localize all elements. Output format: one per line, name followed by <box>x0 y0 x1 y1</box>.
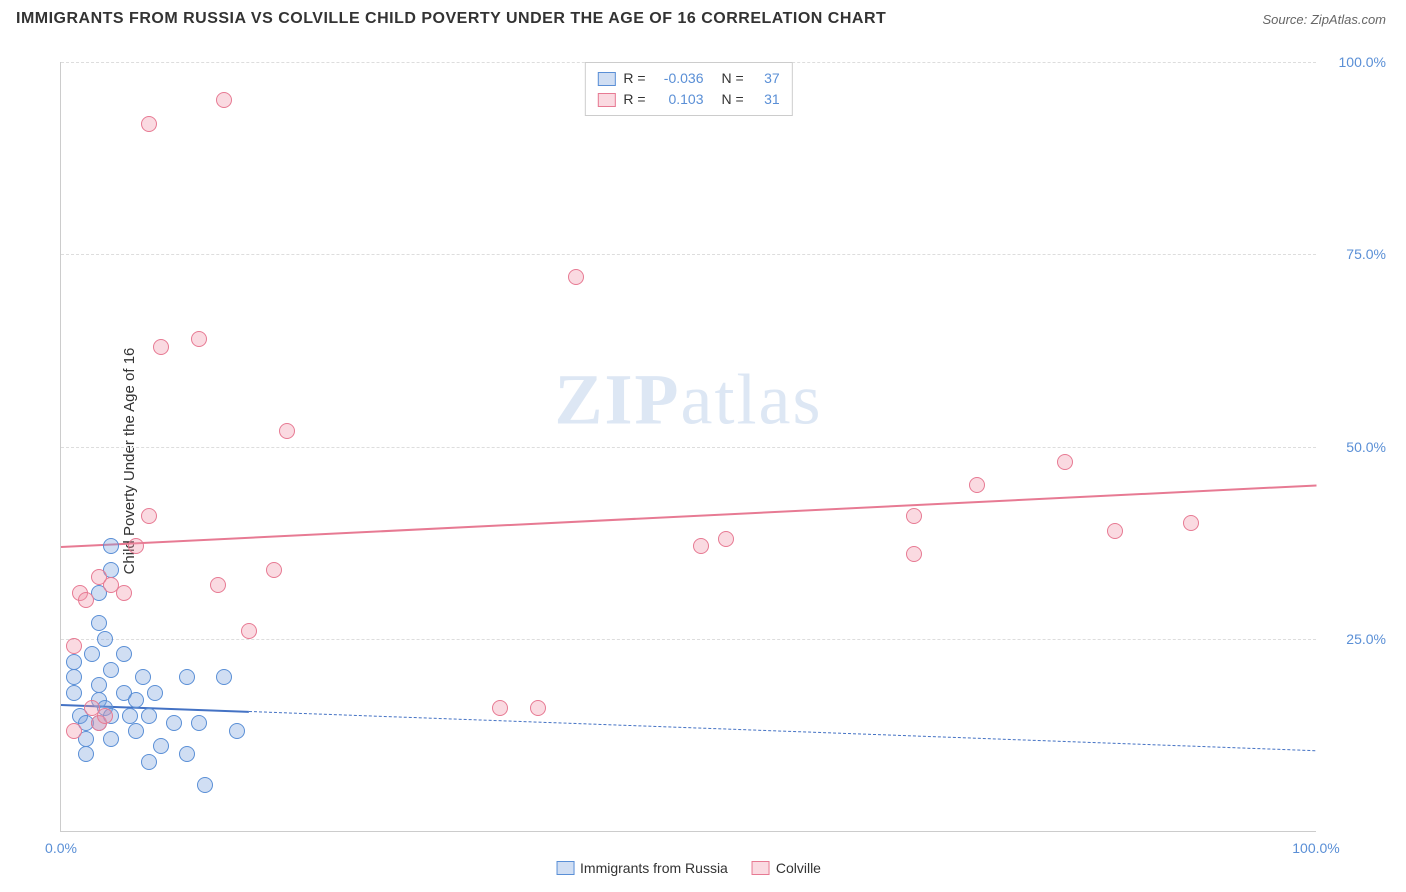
scatter-point <box>216 669 232 685</box>
legend-n-label: N = <box>722 68 744 89</box>
scatter-point <box>116 646 132 662</box>
scatter-point <box>91 677 107 693</box>
trend-line <box>249 711 1316 751</box>
scatter-point <box>1057 454 1073 470</box>
scatter-point <box>266 562 282 578</box>
scatter-point <box>906 508 922 524</box>
scatter-point <box>166 715 182 731</box>
y-tick-label: 75.0% <box>1326 246 1386 262</box>
scatter-point <box>718 531 734 547</box>
scatter-point <box>153 339 169 355</box>
scatter-point <box>191 715 207 731</box>
plot-area: ZIPatlas R =-0.036N =37R =0.103N =31 Imm… <box>60 62 1316 832</box>
scatter-point <box>135 669 151 685</box>
legend-r-value: 0.103 <box>654 89 704 110</box>
scatter-point <box>103 662 119 678</box>
scatter-point <box>141 708 157 724</box>
scatter-point <box>241 623 257 639</box>
legend-bottom-item: Colville <box>752 860 821 876</box>
scatter-point <box>969 477 985 493</box>
legend-top: R = -0.036 N = 37 R = 0.103 N = 31 <box>584 62 792 116</box>
scatter-point <box>66 669 82 685</box>
legend-top-row: R = -0.036 N = 37 <box>597 68 779 89</box>
watermark: ZIPatlas <box>555 359 823 442</box>
legend-swatch <box>752 861 770 875</box>
gridline <box>61 254 1316 255</box>
scatter-point <box>1183 515 1199 531</box>
legend-n-value: 31 <box>752 89 780 110</box>
scatter-point <box>229 723 245 739</box>
legend-bottom-label: Immigrants from Russia <box>580 860 728 876</box>
x-tick-label: 100.0% <box>1292 840 1339 856</box>
legend-r-value: -0.036 <box>654 68 704 89</box>
scatter-point <box>191 331 207 347</box>
legend-n-value: 37 <box>752 68 780 89</box>
scatter-point <box>147 685 163 701</box>
scatter-point <box>141 508 157 524</box>
scatter-point <box>66 723 82 739</box>
scatter-point <box>128 538 144 554</box>
scatter-point <box>128 692 144 708</box>
chart-title: IMMIGRANTS FROM RUSSIA VS COLVILLE CHILD… <box>16 10 886 28</box>
scatter-point <box>197 777 213 793</box>
scatter-point <box>103 731 119 747</box>
chart-container: Child Poverty Under the Age of 16 ZIPatl… <box>30 40 1396 882</box>
scatter-point <box>97 708 113 724</box>
legend-n-label: N = <box>722 89 744 110</box>
legend-bottom-label: Colville <box>776 860 821 876</box>
scatter-point <box>568 269 584 285</box>
scatter-point <box>210 577 226 593</box>
legend-swatch <box>597 93 615 107</box>
legend-swatch <box>556 861 574 875</box>
scatter-point <box>216 92 232 108</box>
scatter-point <box>1107 523 1123 539</box>
scatter-point <box>78 746 94 762</box>
y-tick-label: 25.0% <box>1326 631 1386 647</box>
scatter-point <box>66 685 82 701</box>
scatter-point <box>66 654 82 670</box>
scatter-point <box>530 700 546 716</box>
scatter-point <box>179 669 195 685</box>
scatter-point <box>492 700 508 716</box>
y-tick-label: 50.0% <box>1326 439 1386 455</box>
scatter-point <box>84 646 100 662</box>
scatter-point <box>279 423 295 439</box>
y-tick-label: 100.0% <box>1326 54 1386 70</box>
scatter-point <box>179 746 195 762</box>
legend-bottom-item: Immigrants from Russia <box>556 860 728 876</box>
scatter-point <box>906 546 922 562</box>
scatter-point <box>91 615 107 631</box>
scatter-point <box>116 585 132 601</box>
watermark-light: atlas <box>681 360 823 440</box>
gridline <box>61 447 1316 448</box>
trend-line <box>61 485 1316 549</box>
scatter-point <box>97 631 113 647</box>
legend-r-label: R = <box>623 89 645 110</box>
scatter-point <box>128 723 144 739</box>
scatter-point <box>693 538 709 554</box>
scatter-point <box>153 738 169 754</box>
legend-top-row: R = 0.103 N = 31 <box>597 89 779 110</box>
watermark-bold: ZIP <box>555 360 681 440</box>
legend-bottom: Immigrants from Russia Colville <box>556 860 821 876</box>
scatter-point <box>103 538 119 554</box>
legend-r-label: R = <box>623 68 645 89</box>
chart-source: Source: ZipAtlas.com <box>1262 12 1386 27</box>
legend-swatch <box>597 72 615 86</box>
scatter-point <box>141 754 157 770</box>
chart-header: IMMIGRANTS FROM RUSSIA VS COLVILLE CHILD… <box>0 0 1406 34</box>
scatter-point <box>122 708 138 724</box>
x-tick-label: 0.0% <box>45 840 77 856</box>
scatter-point <box>78 592 94 608</box>
scatter-point <box>66 638 82 654</box>
scatter-point <box>141 116 157 132</box>
